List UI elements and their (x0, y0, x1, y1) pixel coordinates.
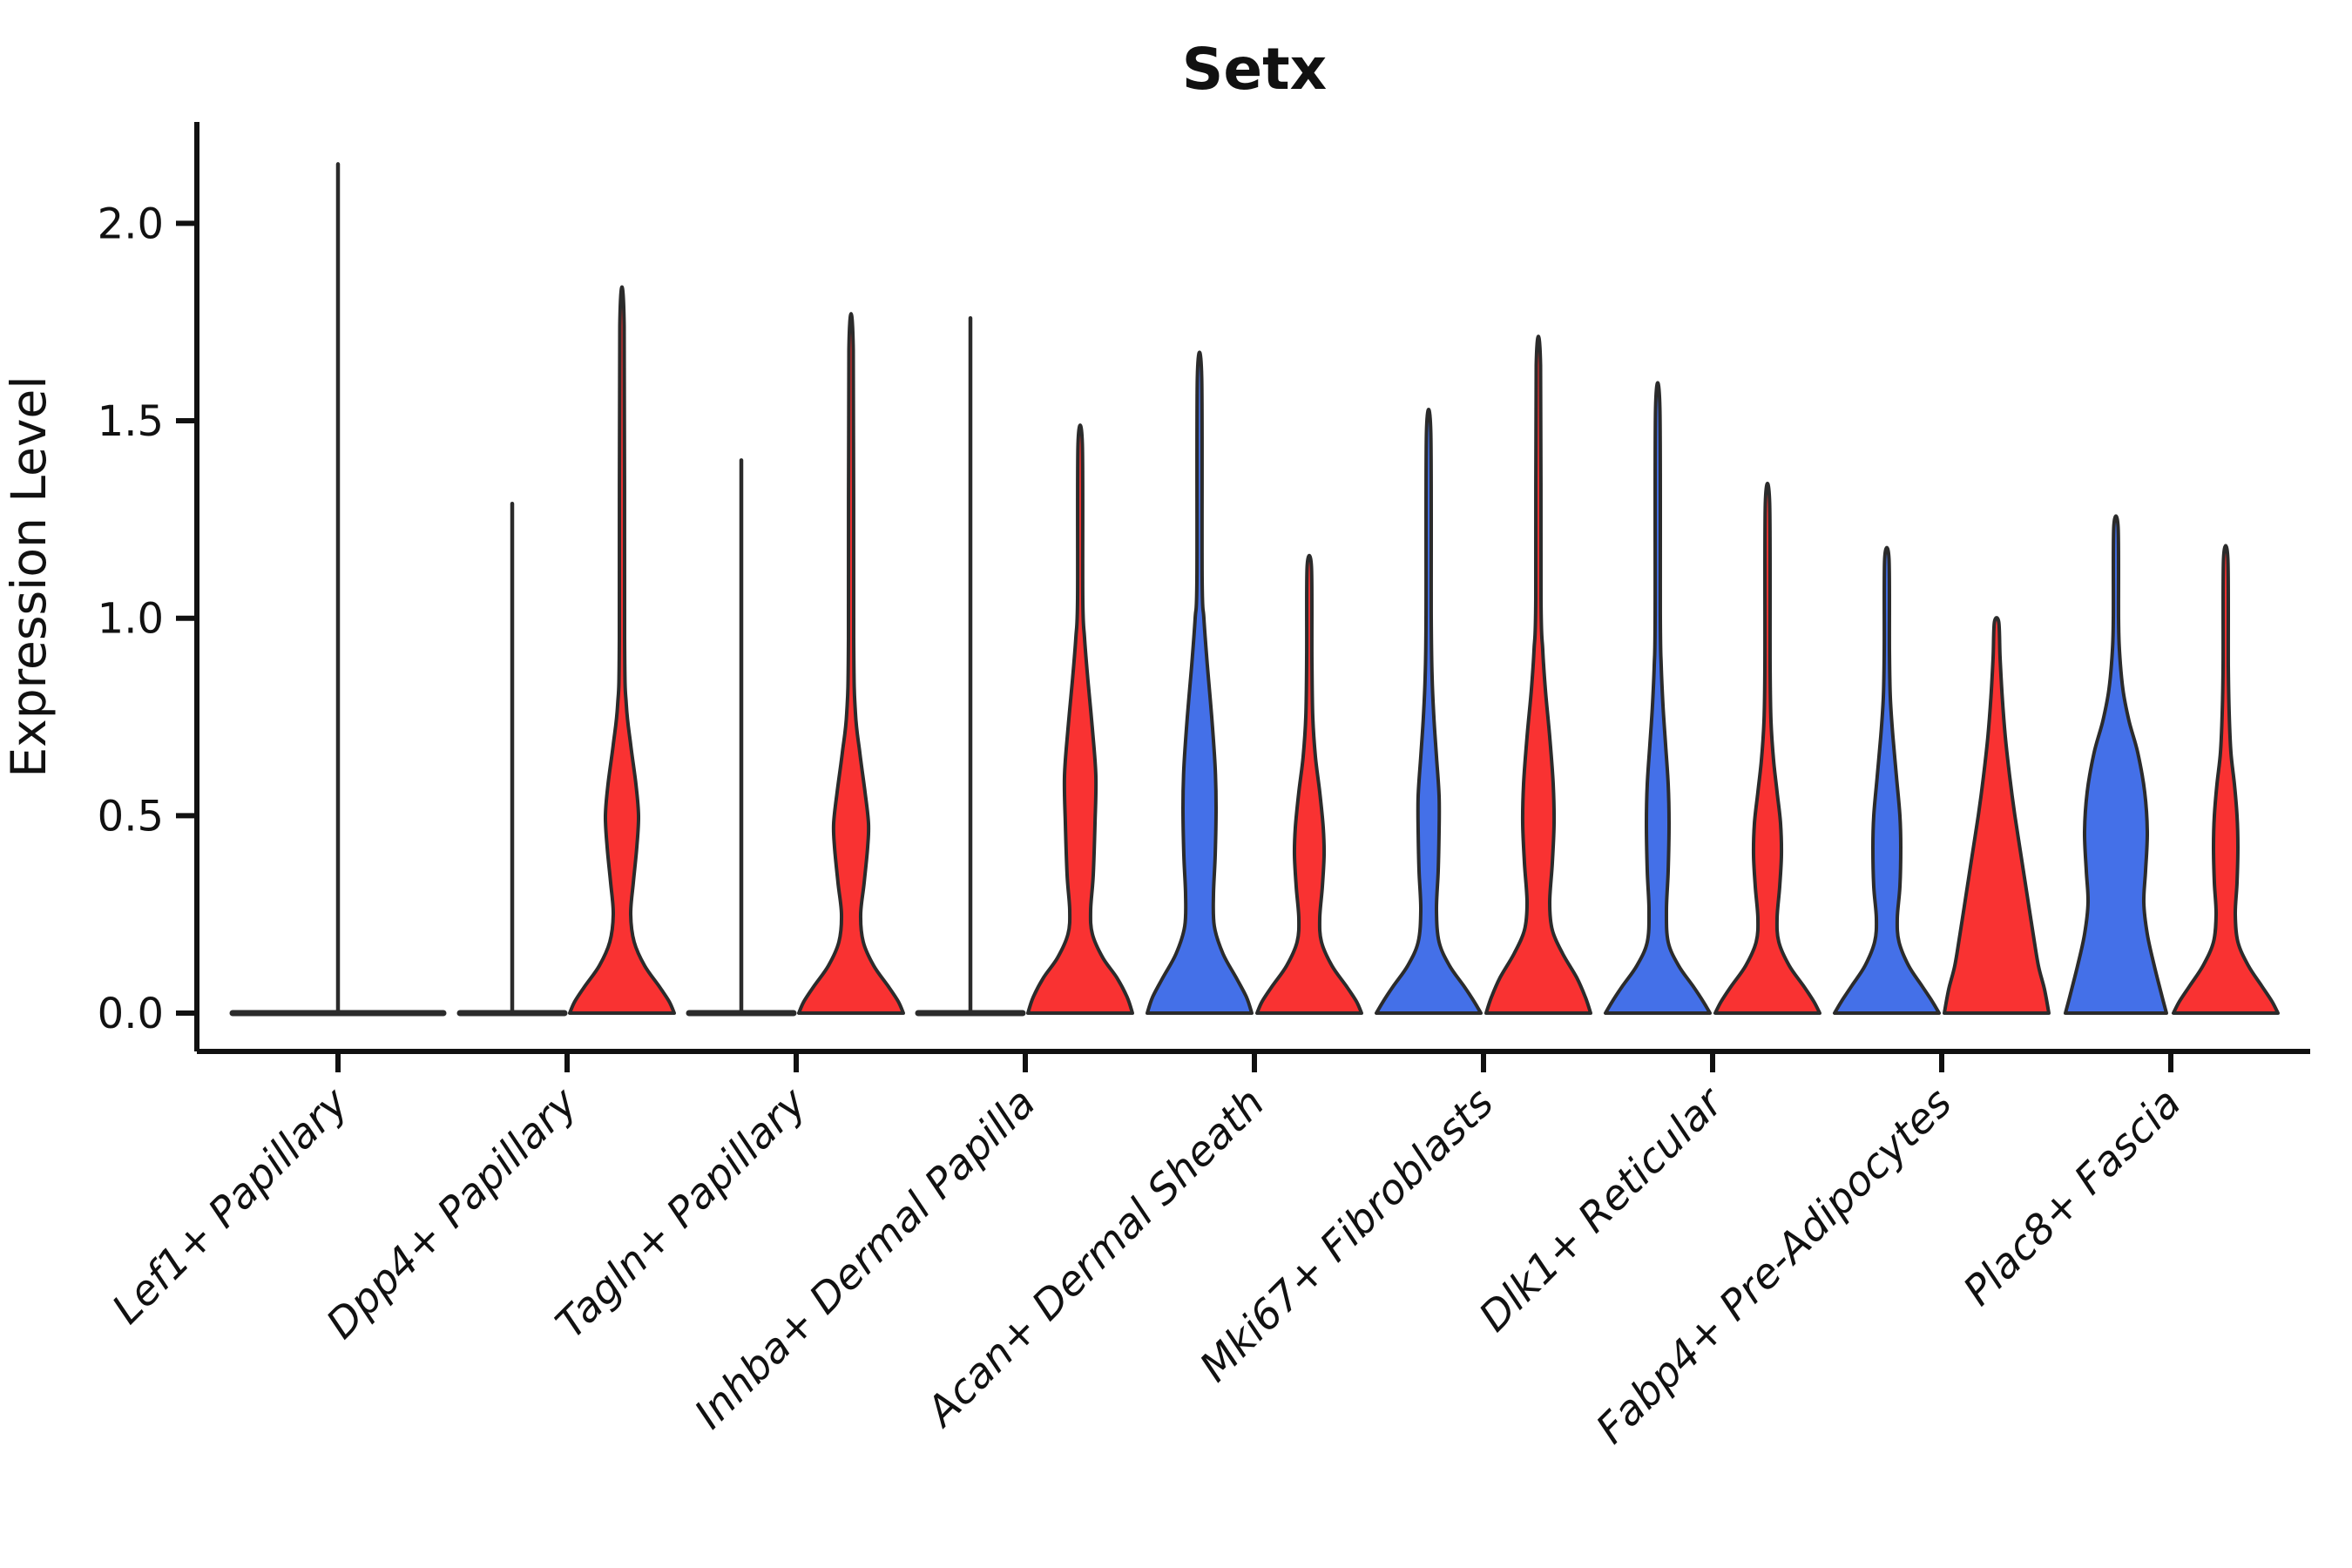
violin-blue-cat6 (1604, 381, 1712, 1015)
x-tick-label: Plac8+ Fascia (1954, 1079, 2190, 1315)
y-tick-label: 0.0 (98, 990, 164, 1038)
y-axis-label: Expression Level (1, 375, 57, 777)
axes-layer (176, 122, 2310, 1072)
y-tick-label: 2.0 (98, 199, 164, 248)
violin-red-cat3 (1026, 423, 1134, 1015)
violin-red-cat1 (568, 285, 676, 1015)
y-tick-label: 1.5 (98, 397, 164, 446)
violin-blue-cat5 (1375, 408, 1483, 1015)
violin-red-cat8 (2172, 544, 2280, 1015)
x-tick-label: Tagln+ Papillary (547, 1078, 817, 1348)
violin-red-cat6 (1713, 482, 1821, 1015)
y-tick-label: 1.0 (98, 595, 164, 644)
violin-blue-cat4 (1146, 350, 1254, 1015)
violin-red-cat7 (1943, 616, 2051, 1015)
violin-blue-cat8 (2064, 514, 2168, 1015)
x-tick-label: Lef1+ Papillary (103, 1078, 358, 1334)
x-tick-label: Dpp4+ Papillary (317, 1078, 587, 1348)
violin-red-cat5 (1484, 335, 1592, 1015)
y-tick-label: 0.5 (98, 792, 164, 841)
violin-red-cat4 (1255, 553, 1363, 1015)
violin-blue-cat7 (1833, 545, 1941, 1015)
x-tick-label: Dlk1+ Reticular (1470, 1078, 1734, 1342)
chart-title: Setx (1182, 36, 1327, 103)
violin-layer (229, 162, 2280, 1017)
violin-red-cat2 (797, 312, 905, 1015)
